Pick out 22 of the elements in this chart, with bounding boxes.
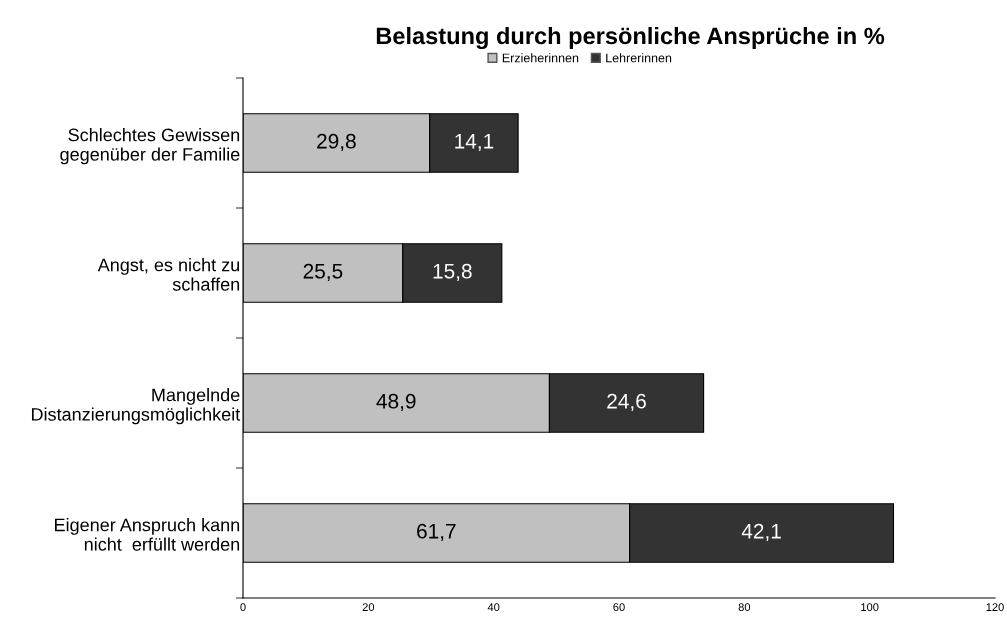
x-tick-label: 20 [362,603,375,612]
data-label: 25,5 [303,263,343,282]
x-tick-label: 100 [861,603,879,612]
x-tick-label: 40 [487,603,500,612]
data-label: 48,9 [376,393,416,412]
data-label: 29,8 [317,133,356,152]
y-tick-label: Angst, es nicht zu schaffen [97,258,240,291]
y-tick-label: Schlechtes Gewissen gegenüber der Familie [60,128,240,165]
x-tick-label: 60 [613,603,625,612]
chart-title: Belastung durch persönliche Ansprüche in % [376,26,885,50]
legend-label: Erzieherinnen [502,53,579,63]
x-tick-label: 0 [240,603,246,612]
legend-label: Lehrerinnen [606,53,672,63]
x-tick-label: 120 [986,603,1004,612]
data-label: 24,6 [607,393,646,412]
data-label: 15,8 [433,263,472,282]
x-tick-label: 80 [738,603,751,612]
y-tick-label: Eigener Anspruch kann nicht erfüllt werden [55,518,240,551]
data-label: 14,1 [455,134,494,152]
data-label: 42,1 [741,523,781,542]
data-label: 61,7 [417,523,456,542]
y-tick-label: Mangelnde Distanzierungsmöglichkeit [31,388,241,425]
